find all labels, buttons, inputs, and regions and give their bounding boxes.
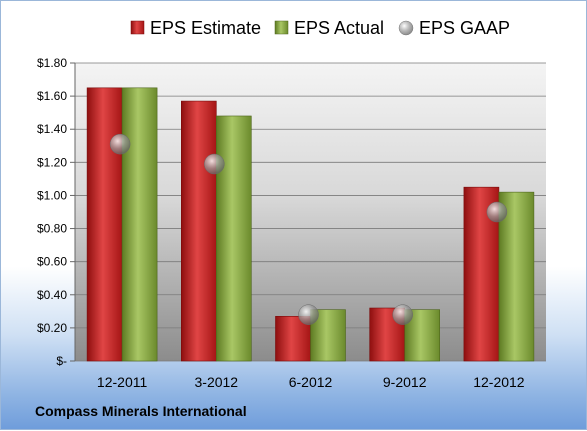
legend-swatch-eps-actual — [274, 20, 289, 35]
bar-eps-actual — [498, 191, 535, 362]
bar-eps-estimate — [86, 87, 123, 362]
x-tick-label: 9-2012 — [383, 374, 427, 390]
legend-label-eps-gaap: EPS GAAP — [419, 18, 510, 38]
bars — [86, 87, 535, 362]
y-tick-label: $1.00 — [37, 188, 67, 202]
legend-label-eps-actual: EPS Actual — [294, 18, 384, 38]
y-tick-label: $0.80 — [37, 222, 67, 236]
x-tick-label: 3-2012 — [195, 374, 239, 390]
y-tick-label: $0.20 — [37, 321, 67, 335]
gaap-markers — [109, 133, 508, 325]
y-tick-label: $1.60 — [37, 89, 67, 103]
legend-swatch-eps-gaap — [398, 20, 414, 36]
marker-eps-gaap — [392, 304, 413, 325]
marker-eps-gaap — [298, 304, 319, 325]
y-axis: $- $0.20 $0.40 $0.60 $0.80 $1.00 $1.20 $1.40 $1.… — [37, 56, 67, 368]
company-name: Compass Minerals International — [35, 403, 247, 419]
x-tick-label: 6-2012 — [289, 374, 333, 390]
x-tick-label: 12-2011 — [97, 374, 148, 390]
marker-eps-gaap — [486, 201, 508, 223]
y-tick-label: $0.60 — [37, 255, 67, 269]
legend: EPS Estimate EPS Actual EPS GAAP — [130, 18, 510, 38]
y-tick-label: $- — [56, 354, 67, 368]
bar-eps-estimate — [181, 100, 217, 362]
y-tick-label: $0.40 — [37, 288, 67, 302]
marker-eps-gaap — [204, 153, 225, 175]
x-axis: 12-2011 3-2012 6-2012 9-2012 12-2012 — [97, 374, 525, 390]
y-tick-label: $1.20 — [37, 155, 67, 169]
bar-eps-actual — [121, 87, 158, 362]
y-tick-label: $1.80 — [37, 56, 67, 70]
x-tick-label: 12-2012 — [473, 374, 525, 390]
y-tick-label: $1.40 — [37, 122, 67, 136]
legend-swatch-eps-estimate — [130, 20, 145, 35]
legend-label-eps-estimate: EPS Estimate — [150, 18, 261, 38]
marker-eps-gaap — [109, 133, 131, 155]
bar-eps-actual — [216, 115, 252, 362]
